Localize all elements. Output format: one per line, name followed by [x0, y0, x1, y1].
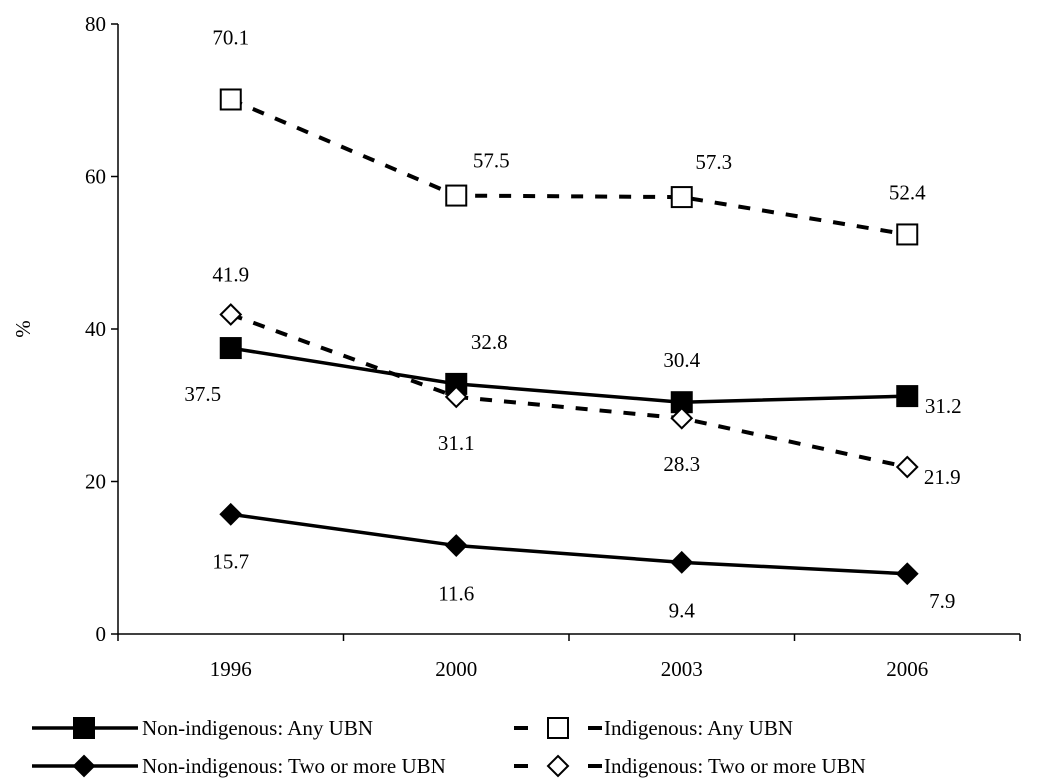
y-tick-label: 40 — [85, 317, 106, 341]
data-label: 32.8 — [471, 330, 508, 354]
legend-label: Non-indigenous: Any UBN — [142, 716, 373, 740]
legend-item: Non-indigenous: Any UBN — [32, 716, 373, 740]
data-label: 41.9 — [212, 263, 249, 287]
series-layer — [219, 88, 919, 586]
data-point — [895, 562, 919, 586]
x-tick-label: 2006 — [886, 657, 928, 681]
data-label: 28.3 — [663, 452, 700, 476]
data-label: 9.4 — [669, 598, 696, 622]
legend-label: Non-indigenous: Two or more UBN — [142, 754, 446, 778]
legend-marker — [547, 717, 569, 739]
x-tick-label: 2000 — [435, 657, 477, 681]
legend-item: Indigenous: Any UBN — [514, 716, 793, 740]
data-label: 70.1 — [212, 25, 249, 49]
data-label: 31.2 — [925, 394, 962, 418]
legend-label: Indigenous: Any UBN — [604, 716, 793, 740]
series-line — [230, 512, 908, 576]
legend-marker — [72, 754, 96, 778]
data-label: 11.6 — [438, 582, 474, 606]
legend: Non-indigenous: Any UBN Indigenous: Any U… — [32, 716, 866, 778]
data-point — [219, 88, 242, 111]
data-point — [896, 223, 919, 246]
series-2 — [219, 88, 919, 246]
data-label: 57.5 — [473, 149, 510, 173]
data-point — [445, 184, 468, 207]
x-tick-label: 1996 — [210, 657, 252, 681]
series-1 — [219, 337, 919, 414]
series-line — [229, 97, 908, 237]
y-tick-label: 0 — [96, 622, 107, 646]
legend-label: Indigenous: Two or more UBN — [604, 754, 866, 778]
data-label: 31.1 — [438, 431, 475, 455]
series-line — [230, 346, 908, 404]
series-3 — [219, 502, 919, 586]
data-point — [219, 303, 243, 326]
legend-item: Non-indigenous: Two or more UBN — [32, 754, 446, 778]
x-tick-label: 2003 — [661, 657, 703, 681]
data-label: 30.4 — [663, 348, 700, 372]
data-labels: 37.5 32.8 30.4 31.2 70.1 57.5 57.3 52.4 15.7 11.6… — [184, 25, 961, 622]
series-4 — [219, 303, 919, 479]
data-label: 21.9 — [924, 465, 961, 489]
y-tick-label: 60 — [85, 165, 106, 189]
data-label: 7.9 — [929, 589, 955, 613]
data-point — [444, 534, 468, 557]
data-point — [219, 337, 242, 360]
legend-item: Indigenous: Two or more UBN — [514, 754, 866, 778]
data-point — [896, 385, 919, 408]
y-tick-label: 20 — [85, 470, 106, 494]
y-tick-label: 80 — [85, 12, 106, 36]
data-point — [219, 502, 243, 526]
data-point — [670, 550, 694, 574]
data-point — [670, 186, 693, 209]
data-point — [444, 385, 468, 409]
data-label: 57.3 — [695, 150, 732, 174]
legend-marker — [73, 717, 95, 739]
series-line — [230, 312, 908, 469]
data-label: 15.7 — [212, 549, 249, 573]
legend-marker — [546, 754, 570, 778]
data-label: 37.5 — [184, 382, 221, 406]
data-point — [670, 406, 694, 430]
axes: 0 20 40 60 80 1996 2000 2003 2006% — [11, 12, 1021, 681]
y-axis-title: % — [11, 320, 35, 338]
data-point — [895, 455, 919, 479]
data-label: 52.4 — [889, 180, 926, 204]
